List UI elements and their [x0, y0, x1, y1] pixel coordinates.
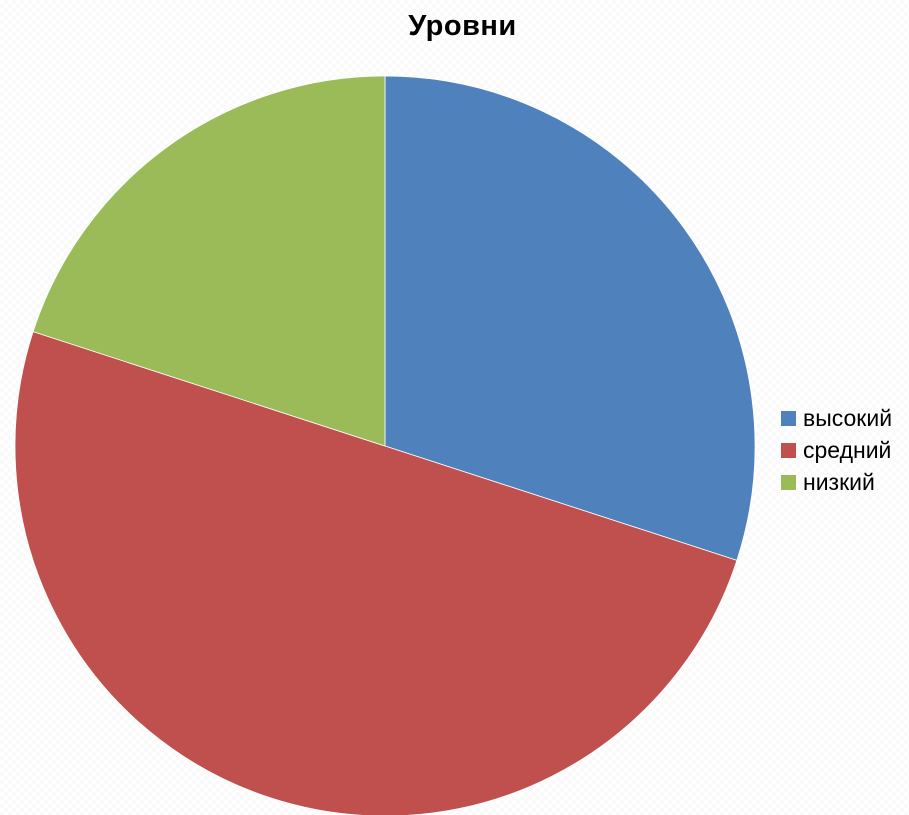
legend-item-low: низкий — [781, 466, 892, 498]
legend-item-medium: средний — [781, 434, 892, 466]
legend-swatch-medium — [781, 442, 796, 458]
legend-swatch-high — [781, 410, 796, 426]
legend: высокий средний низкий — [781, 402, 892, 498]
chart-title: Уровни — [408, 10, 517, 42]
pie-slices — [14, 75, 756, 815]
legend-swatch-low — [781, 474, 796, 490]
legend-label-medium: средний — [803, 437, 892, 463]
pie-slice-low — [32, 75, 386, 447]
pie-slice-high — [384, 75, 756, 561]
legend-label-low: низкий — [803, 469, 875, 495]
legend-item-high: высокий — [781, 402, 892, 434]
legend-label-high: высокий — [803, 405, 893, 431]
pie-slice-medium — [14, 331, 738, 815]
